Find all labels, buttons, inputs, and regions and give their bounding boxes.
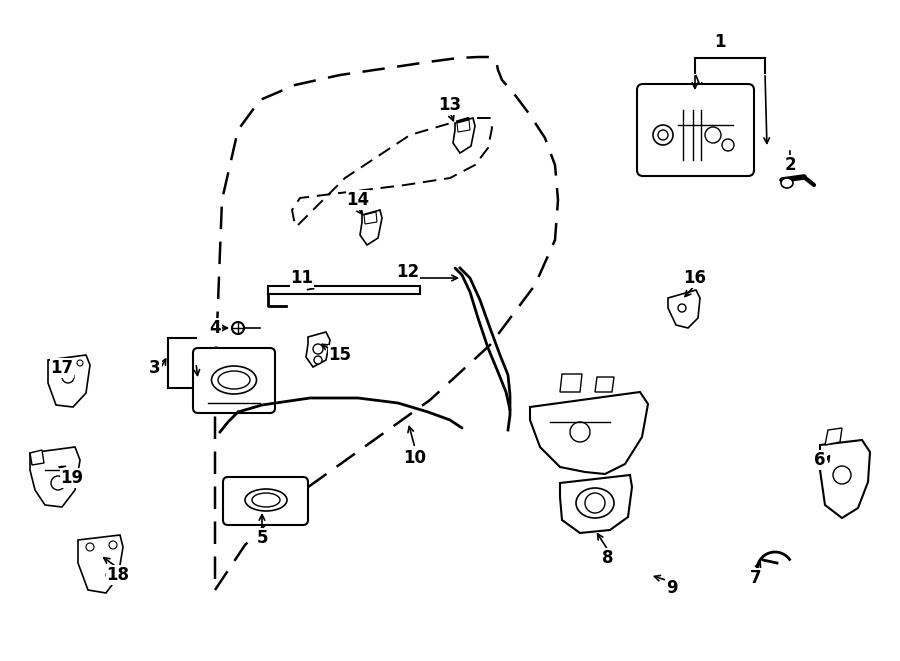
Polygon shape (364, 212, 377, 224)
Polygon shape (530, 392, 648, 474)
Circle shape (585, 493, 605, 513)
Circle shape (313, 344, 323, 354)
Text: 2: 2 (784, 156, 796, 174)
Text: 19: 19 (60, 469, 84, 487)
Circle shape (705, 127, 721, 143)
Circle shape (653, 125, 673, 145)
Text: 15: 15 (328, 346, 352, 364)
Circle shape (570, 422, 590, 442)
Circle shape (51, 476, 65, 490)
Polygon shape (820, 440, 870, 518)
Text: 3: 3 (149, 359, 161, 377)
Text: 1: 1 (715, 33, 725, 51)
Circle shape (314, 356, 322, 364)
Text: 17: 17 (50, 359, 74, 377)
Polygon shape (30, 450, 44, 465)
Circle shape (109, 541, 117, 549)
Circle shape (62, 371, 74, 383)
Text: 5: 5 (256, 529, 268, 547)
Text: 10: 10 (403, 449, 427, 467)
Text: 8: 8 (602, 549, 614, 567)
Polygon shape (457, 120, 470, 132)
Text: 6: 6 (814, 451, 826, 469)
Text: 13: 13 (438, 96, 462, 114)
FancyBboxPatch shape (193, 348, 275, 413)
Text: 14: 14 (346, 191, 370, 209)
Polygon shape (30, 447, 80, 507)
Ellipse shape (212, 366, 256, 394)
Ellipse shape (245, 489, 287, 511)
Ellipse shape (252, 493, 280, 507)
Polygon shape (668, 290, 700, 328)
FancyBboxPatch shape (637, 84, 754, 176)
Polygon shape (268, 286, 420, 294)
Circle shape (833, 466, 851, 484)
Text: 11: 11 (291, 269, 313, 287)
Polygon shape (595, 377, 614, 392)
Circle shape (678, 304, 686, 312)
Text: 16: 16 (683, 269, 706, 287)
Polygon shape (560, 475, 632, 533)
Polygon shape (306, 332, 330, 367)
Ellipse shape (781, 178, 793, 188)
Text: 7: 7 (751, 569, 761, 587)
Text: 9: 9 (666, 579, 678, 597)
Circle shape (106, 571, 114, 579)
Polygon shape (560, 374, 582, 392)
Circle shape (658, 130, 668, 140)
Text: 4: 4 (209, 319, 220, 337)
Circle shape (232, 322, 244, 334)
Text: 18: 18 (106, 566, 130, 584)
Polygon shape (360, 210, 382, 245)
Text: 12: 12 (396, 263, 419, 281)
Polygon shape (825, 428, 842, 445)
FancyBboxPatch shape (223, 477, 308, 525)
Polygon shape (48, 355, 90, 407)
Circle shape (86, 543, 94, 551)
Circle shape (77, 360, 83, 366)
Polygon shape (453, 118, 475, 153)
Ellipse shape (218, 371, 250, 389)
Circle shape (53, 362, 59, 368)
Polygon shape (78, 535, 123, 593)
Ellipse shape (576, 488, 614, 518)
Circle shape (722, 139, 734, 151)
